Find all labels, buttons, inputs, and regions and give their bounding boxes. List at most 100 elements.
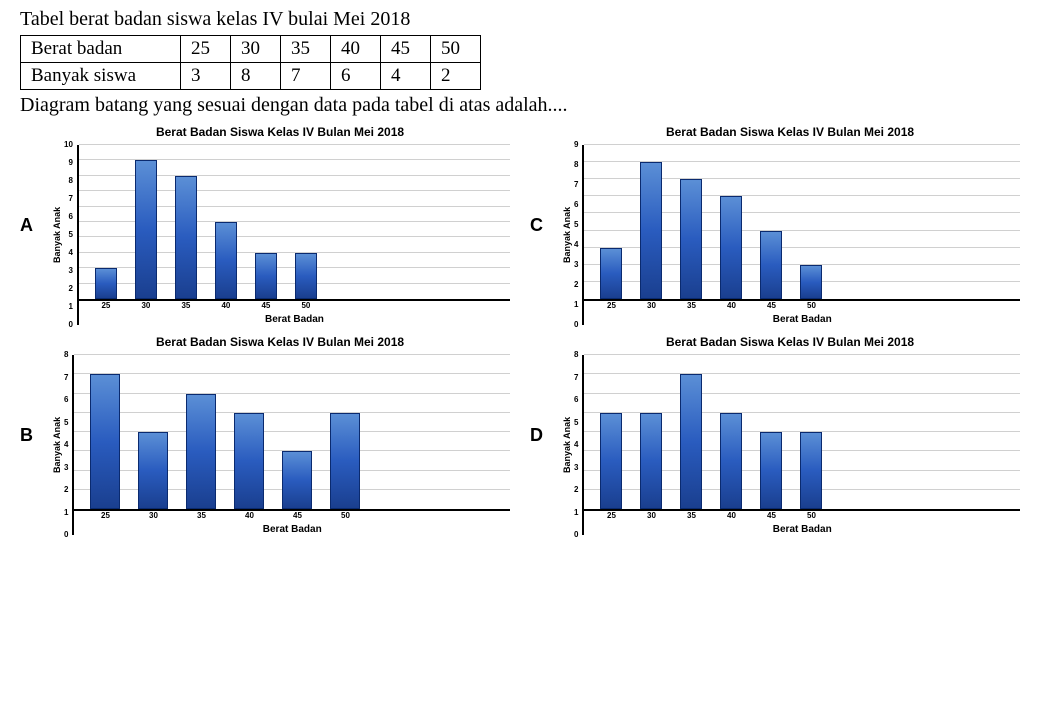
y-tick: 1 xyxy=(574,513,578,536)
charts-grid: A Berat Badan Siswa Kelas IV Bulan Mei 2… xyxy=(20,125,1020,535)
y-tick: 6 xyxy=(64,217,73,235)
y-tick: 2 xyxy=(64,490,68,513)
y-tick: 3 xyxy=(574,265,578,285)
y-tick: 7 xyxy=(574,185,578,205)
x-tick: 35 xyxy=(175,301,197,310)
chart-plot xyxy=(584,355,1020,511)
bar xyxy=(680,179,702,299)
y-tick: 8 xyxy=(64,181,73,199)
chart-option-d: D Berat Badan Siswa Kelas IV Bulan Mei 2… xyxy=(530,335,1020,535)
y-tick: 5 xyxy=(64,235,73,253)
y-axis-label: Banyak Anak xyxy=(50,145,64,325)
y-tick: 3 xyxy=(64,468,68,491)
x-tick: 25 xyxy=(600,511,622,520)
x-tick: 30 xyxy=(640,511,662,520)
bar xyxy=(234,413,264,509)
chart-title: Berat Badan Siswa Kelas IV Bulan Mei 201… xyxy=(560,125,1020,139)
x-tick: 35 xyxy=(680,511,702,520)
bar xyxy=(138,432,168,509)
bar xyxy=(215,222,237,299)
option-letter: C xyxy=(530,215,560,236)
chart-option-b: B Berat Badan Siswa Kelas IV Bulan Mei 2… xyxy=(20,335,510,535)
y-tick: 8 xyxy=(574,165,578,185)
bar xyxy=(135,160,157,299)
bar xyxy=(800,265,822,299)
grid-line xyxy=(584,393,1020,394)
bar xyxy=(800,432,822,509)
y-tick: 5 xyxy=(574,225,578,245)
y-tick: 7 xyxy=(64,378,68,401)
x-tick: 25 xyxy=(600,301,622,310)
row-label: Banyak siswa xyxy=(21,63,181,90)
bar xyxy=(255,253,277,299)
bar xyxy=(186,394,216,510)
bar xyxy=(760,231,782,299)
option-letter: D xyxy=(530,425,560,446)
y-tick: 4 xyxy=(574,445,578,468)
grid-line xyxy=(584,144,1020,145)
row-label: Berat badan xyxy=(21,36,181,63)
x-tick: 40 xyxy=(215,301,237,310)
bar xyxy=(90,374,120,509)
table-cell: 30 xyxy=(231,36,281,63)
table-cell: 4 xyxy=(381,63,431,90)
chart-title: Berat Badan Siswa Kelas IV Bulan Mei 201… xyxy=(50,125,510,139)
y-axis: 012345678910 xyxy=(64,145,79,325)
y-tick: 6 xyxy=(64,400,68,423)
x-tick: 45 xyxy=(255,301,277,310)
bar xyxy=(175,176,197,299)
chart-title: Berat Badan Siswa Kelas IV Bulan Mei 201… xyxy=(50,335,510,349)
bar xyxy=(640,162,662,299)
grid-line xyxy=(74,354,510,355)
x-ticks: 253035404550 xyxy=(74,511,510,520)
x-tick: 45 xyxy=(760,301,782,310)
option-letter: B xyxy=(20,425,50,446)
grid-line xyxy=(74,393,510,394)
table-row: Banyak siswa 3 8 7 6 4 2 xyxy=(21,63,481,90)
y-axis: 012345678 xyxy=(64,355,74,535)
x-ticks: 25 30 35 40 45 50 xyxy=(79,301,510,310)
grid-line xyxy=(79,144,510,145)
chart-plot xyxy=(79,145,510,301)
y-tick: 4 xyxy=(64,445,68,468)
table-cell: 3 xyxy=(181,63,231,90)
chart-plot xyxy=(74,355,510,511)
y-tick: 8 xyxy=(574,355,578,378)
y-tick: 10 xyxy=(64,145,73,163)
y-tick: 7 xyxy=(64,199,73,217)
y-tick: 2 xyxy=(574,490,578,513)
bar xyxy=(720,413,742,509)
bar xyxy=(295,253,317,299)
y-tick: 6 xyxy=(574,400,578,423)
table-cell: 40 xyxy=(331,36,381,63)
chart-option-a: A Berat Badan Siswa Kelas IV Bulan Mei 2… xyxy=(20,125,510,325)
table-cell: 2 xyxy=(431,63,481,90)
x-tick: 40 xyxy=(720,301,742,310)
x-axis-label: Berat Badan xyxy=(79,314,510,325)
x-tick: 30 xyxy=(135,301,157,310)
x-axis-label: Berat Badan xyxy=(74,524,510,535)
bar xyxy=(760,432,782,509)
y-tick: 6 xyxy=(574,205,578,225)
x-tick: 45 xyxy=(282,511,312,520)
x-tick: 50 xyxy=(330,511,360,520)
x-ticks: 253035404550 xyxy=(584,301,1020,310)
y-tick: 3 xyxy=(64,271,73,289)
y-tick: 5 xyxy=(574,423,578,446)
table-cell: 45 xyxy=(381,36,431,63)
x-tick: 25 xyxy=(95,301,117,310)
bar xyxy=(282,451,312,509)
table-cell: 25 xyxy=(181,36,231,63)
x-tick: 35 xyxy=(680,301,702,310)
bar xyxy=(600,248,622,299)
grid-line xyxy=(74,373,510,374)
chart-plot xyxy=(584,145,1020,301)
chart-option-c: C Berat Badan Siswa Kelas IV Bulan Mei 2… xyxy=(530,125,1020,325)
bar xyxy=(720,196,742,299)
y-tick: 1 xyxy=(64,513,68,536)
table-cell: 8 xyxy=(231,63,281,90)
y-tick: 5 xyxy=(64,423,68,446)
bar xyxy=(680,374,702,509)
x-tick: 50 xyxy=(800,301,822,310)
x-tick: 50 xyxy=(295,301,317,310)
